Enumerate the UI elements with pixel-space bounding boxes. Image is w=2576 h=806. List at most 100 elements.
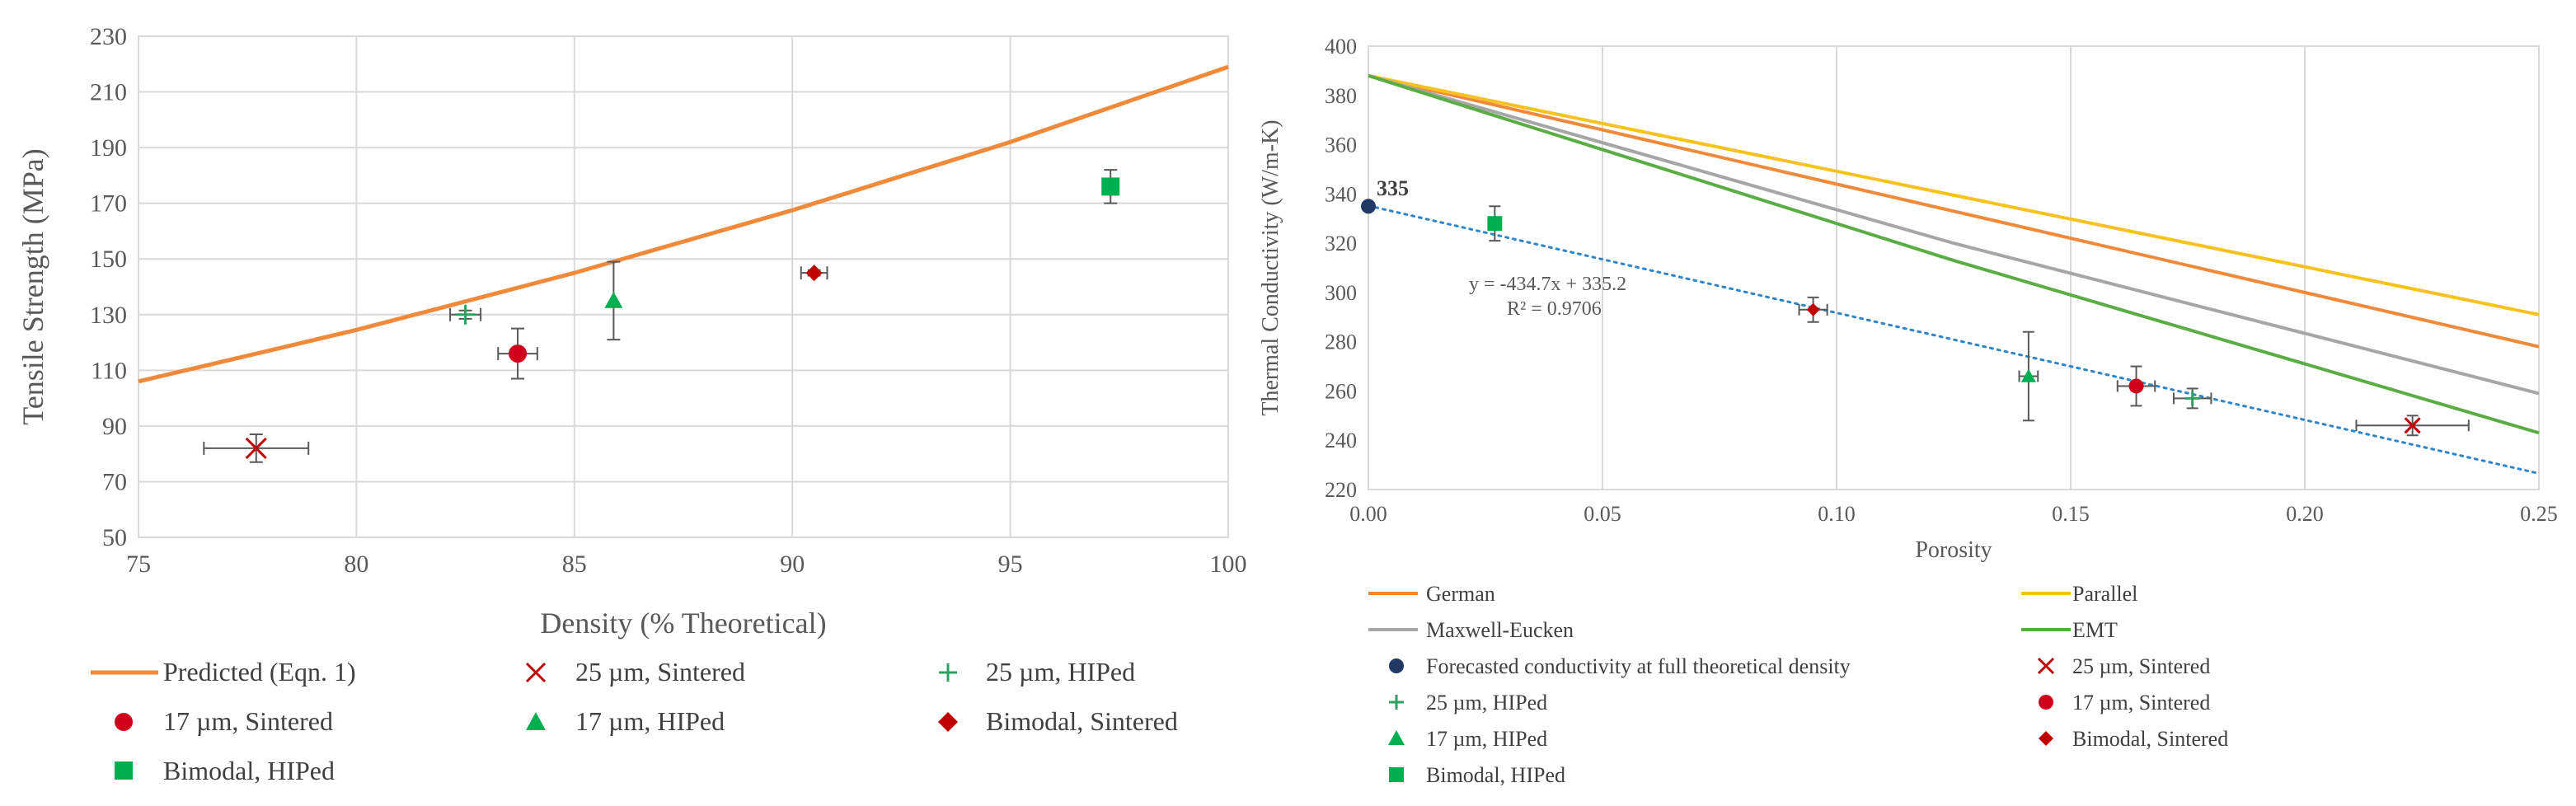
tensile-point-bimodal-hiped [1101,177,1120,196]
legend-label-25um-hiped-r: 25 µm, HIPed [1426,691,1547,715]
tensile-y-tick-label: 170 [90,190,127,218]
legend-swatch-bimodal-hiped [115,761,133,780]
conductivity-y-tick-label: 340 [1325,182,1357,206]
legend-label-parallel: Parallel [2072,582,2137,606]
legend-label-predicted: Predicted (Eqn. 1) [163,657,356,687]
trendline-r2: R² = 0.9706 [1507,298,1602,320]
legend-swatch-bimodal-sintered-r [2039,731,2053,746]
legend-label-17um-hiped: 17 µm, HIPed [575,706,725,736]
forecast-point [1361,199,1376,214]
tensile-y-tick-label: 90 [102,413,127,440]
tensile-y-ticks: 50 70 90 110 130 150 170 190 210 230 [90,23,127,551]
tensile-point-17-um-sintered [509,344,528,363]
legend-swatch-17um-sintered-r [2039,695,2053,710]
legend-label-bimodal-hiped-r: Bimodal, HIPed [1426,763,1565,787]
tensile-point-17-um-hiped [604,291,623,308]
legend-swatch-17um-hiped-r [1388,730,1405,745]
tensile-legend: Predicted (Eqn. 1) 25 µm, Sintered 25 µm… [91,657,1178,785]
tensile-y-tick-label: 50 [102,524,127,551]
tensile-chart: 50 70 90 110 130 150 170 190 210 230 75 80 85 90 95 10… [16,23,1247,785]
forecast-point-label: 335 [1377,176,1409,200]
conductivity-point-17-um-hiped [2020,368,2036,382]
legend-label-17um-sintered-r: 17 µm, Sintered [2072,691,2210,715]
tensile-point-25-um-sintered [245,437,267,459]
tensile-x-tick-label: 80 [344,551,368,578]
conductivity-y-tick-label: 240 [1325,429,1357,452]
legend-label-25um-sintered: 25 µm, Sintered [575,657,745,687]
legend-label-forecast: Forecasted conductivity at full theoreti… [1426,654,1851,678]
legend-label-german: German [1426,582,1495,606]
trendline-equation: y = -434.7x + 335.2 [1469,274,1626,295]
tensile-y-tick-label: 70 [102,468,127,495]
legend-label-bimodal-hiped: Bimodal, HIPed [163,756,335,785]
tensile-point-bimodal-sintered [805,265,823,282]
conductivity-point-bimodal-sintered [1806,302,1820,316]
conductivity-point-25-um-hiped [2184,391,2200,406]
tensile-predicted-line [138,64,1229,384]
legend-swatch-25um-sintered-r [2037,657,2055,675]
conductivity-y-axis-title: Thermal Conductivity (W/m-K) [1258,119,1283,415]
conductivity-y-tick-label: 220 [1325,478,1357,502]
tensile-data-points [203,169,1120,463]
conductivity-y-tick-label: 300 [1325,281,1357,305]
conductivity-point-25-um-sintered [2404,417,2421,434]
maxwell-eucken-model-line [1368,73,2540,396]
legend-label-17um-hiped-r: 17 µm, HIPed [1426,727,1547,751]
conductivity-x-tick-label: 0.20 [2286,502,2324,526]
tensile-point-25-um-hiped [455,304,476,325]
parallel-model-line [1368,73,2540,316]
conductivity-x-tick-label: 0.10 [1818,502,1856,526]
legend-swatch-17um-hiped [526,712,546,730]
legend-swatch-forecast [1389,658,1404,673]
tensile-y-tick-label: 130 [90,302,127,329]
conductivity-y-tick-label: 280 [1325,330,1357,354]
legend-label-25um-hiped: 25 µm, HIPed [986,657,1135,687]
conductivity-x-tick-label: 0.00 [1349,502,1387,526]
legend-swatch-25um-hiped [939,663,957,682]
conductivity-legend: German Parallel Maxwell-Eucken EMT Forec… [1368,582,2228,787]
legend-label-maxwell-eucken: Maxwell-Eucken [1426,618,1574,642]
conductivity-y-tick-label: 380 [1325,84,1357,108]
tensile-x-ticks: 75 80 85 90 95 100 [126,551,1247,578]
tensile-y-axis-title: Tensile Strength (MPa) [16,148,49,424]
tensile-y-tick-label: 210 [90,79,127,106]
tensile-x-tick-label: 90 [780,551,805,578]
legend-label-25um-sintered-r: 25 µm, Sintered [2072,654,2210,678]
conductivity-y-tick-label: 400 [1325,35,1357,59]
conductivity-x-tick-label: 0.25 [2520,502,2558,526]
legend-label-emt: EMT [2072,618,2118,642]
conductivity-y-tick-label: 260 [1325,379,1357,403]
tensile-y-tick-label: 110 [91,357,127,384]
legend-label-bimodal-sintered-r: Bimodal, Sintered [2072,727,2228,751]
tensile-gridlines [138,35,1229,538]
conductivity-y-tick-label: 320 [1325,232,1357,255]
legend-swatch-25um-sintered [525,662,547,683]
conductivity-point-bimodal-hiped [1487,216,1503,232]
conductivity-x-axis-title: Porosity [1915,537,1992,563]
tensile-x-tick-label: 100 [1210,551,1247,578]
tensile-x-tick-label: 85 [562,551,587,578]
conductivity-x-tick-label: 0.05 [1584,502,1621,526]
emt-model-line [1368,73,2540,435]
conductivity-trendline [1367,204,2541,475]
conductivity-y-ticks: 220 240 260 280 300 320 340 360 380 400 [1325,35,1357,502]
conductivity-point-17-um-sintered [2128,378,2144,394]
tensile-y-tick-label: 150 [90,246,127,273]
legend-swatch-25um-hiped-r [1389,695,1404,710]
tensile-x-tick-label: 95 [998,551,1023,578]
legend-swatch-bimodal-hiped-r [1389,767,1404,782]
legend-label-17um-sintered: 17 µm, Sintered [163,706,333,736]
conductivity-data-points [1361,199,2470,437]
conductivity-x-ticks: 0.00 0.05 0.10 0.15 0.20 0.25 [1349,502,2558,526]
tensile-x-tick-label: 75 [126,551,151,578]
legend-swatch-bimodal-sintered [938,712,958,732]
conductivity-chart: 220 240 260 280 300 320 340 360 380 400 0.00 0.05 0… [1258,35,2558,787]
legend-swatch-17um-sintered [115,713,133,731]
legend-label-bimodal-sintered: Bimodal, Sintered [986,706,1178,736]
tensile-x-axis-title: Density (% Theoretical) [540,607,826,640]
tensile-y-tick-label: 230 [90,23,127,50]
conductivity-y-tick-label: 360 [1325,134,1357,157]
tensile-y-tick-label: 190 [90,134,127,162]
conductivity-gridlines [1368,46,2540,490]
